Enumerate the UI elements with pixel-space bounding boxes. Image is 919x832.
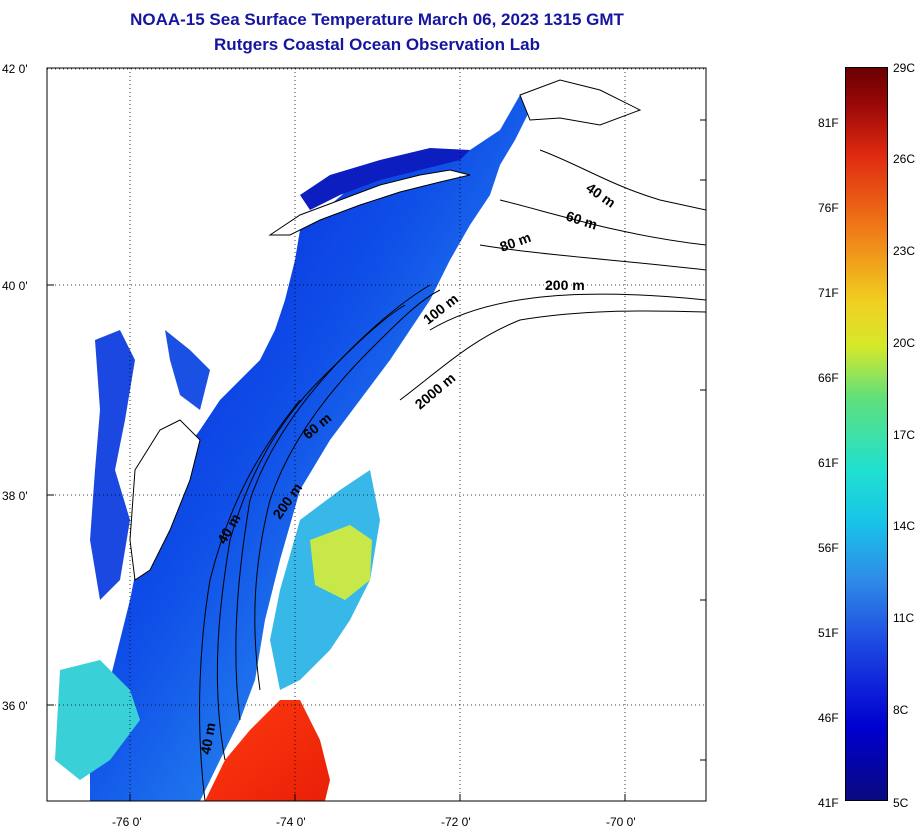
temperature-colorbar — [845, 67, 888, 801]
colorbar-f-label: 51F — [818, 626, 839, 640]
lon-label-76: -76 0' — [112, 815, 142, 829]
contour-label: 80 m — [498, 229, 533, 255]
sst-field-gulf-stream — [205, 700, 330, 801]
lat-label-42: 42 0' — [2, 62, 28, 76]
contour-60m-north — [499, 199, 706, 246]
colorbar-c-label: 23C — [893, 244, 916, 258]
colorbar-f-label: 71F — [818, 286, 839, 300]
lon-label-72: -72 0' — [441, 815, 471, 829]
sst-field-delaware — [165, 330, 210, 410]
colorbar-f-label: 61F — [818, 456, 839, 470]
land-long-island — [268, 169, 471, 236]
contour-shelf-b — [235, 284, 431, 721]
contour-label: 200 m — [545, 277, 585, 293]
contour-shelf-d — [199, 399, 301, 801]
contour-200m-north — [429, 293, 706, 331]
sst-field-warm-eddy — [310, 525, 372, 600]
contour-shelf-c — [216, 304, 406, 761]
contour-label: 40 m — [583, 179, 618, 210]
map-subtitle: Rutgers Coastal Ocean Observation Lab — [214, 35, 540, 54]
colorbar-c-label: 26C — [893, 152, 916, 166]
colorbar-f-label: 76F — [818, 201, 839, 215]
contour-80m-north — [479, 244, 706, 271]
colorbar-f-label: 56F — [818, 541, 839, 555]
colorbar-c-label: 14C — [893, 519, 916, 533]
colorbar-c-label: 5C — [893, 796, 909, 810]
map-frame — [46, 67, 707, 802]
colorbar-c-label: 8C — [893, 703, 909, 717]
contour-label: 40 m — [197, 721, 218, 755]
sst-field-pamlico — [55, 660, 140, 780]
colorbar-c-label: 20C — [893, 336, 916, 350]
colorbar-f-label: 46F — [818, 711, 839, 725]
colorbar-c-label: 17C — [893, 428, 916, 442]
contour-label: 60 m — [564, 208, 599, 233]
colorbar-f-label: 41F — [818, 796, 839, 810]
contour-label: 2000 m — [412, 370, 459, 413]
lon-label-70: -70 0' — [606, 815, 636, 829]
colorbar-c-label: 11C — [893, 611, 915, 625]
land-delmarva — [129, 419, 201, 581]
lon-label-74: -74 0' — [276, 815, 306, 829]
sst-field-chesapeake — [90, 330, 135, 600]
lat-label-40: 40 0' — [2, 279, 28, 293]
sst-field-sound — [300, 148, 470, 210]
contour-shelf-a — [254, 289, 441, 691]
lat-label-38: 38 0' — [2, 489, 28, 503]
land-cape-cod — [519, 79, 642, 126]
contour-40m-north — [539, 149, 706, 211]
sst-field-cold — [90, 95, 530, 801]
colorbar-f-label: 66F — [818, 371, 839, 385]
lat-label-36: 36 0' — [2, 699, 28, 713]
contour-2000m — [399, 310, 706, 401]
colorbar-f-label: 81F — [818, 116, 839, 130]
map-title: NOAA-15 Sea Surface Temperature March 06… — [130, 10, 624, 29]
colorbar-c-label: 29C — [893, 61, 916, 75]
